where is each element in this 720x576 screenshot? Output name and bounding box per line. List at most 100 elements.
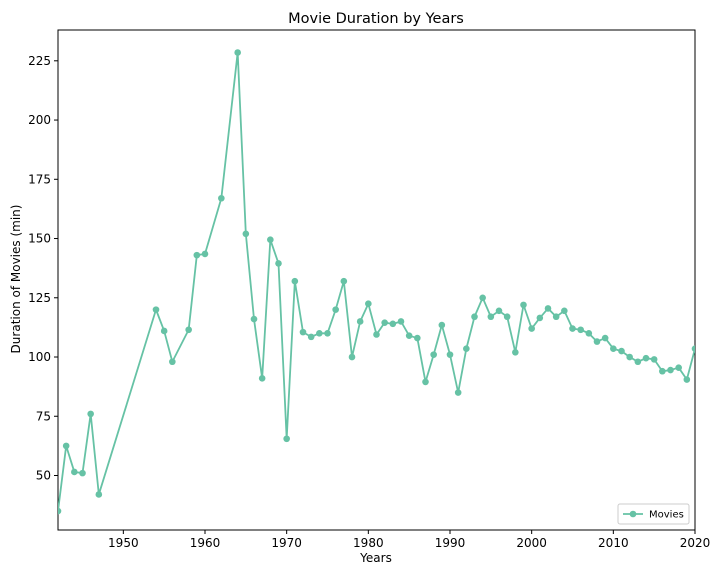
- data-point: [495, 307, 503, 315]
- data-point: [601, 334, 609, 342]
- data-point: [618, 347, 625, 355]
- series-line: [58, 51, 695, 512]
- data-point: [58, 507, 62, 515]
- data-point: [569, 325, 576, 332]
- data-point: [79, 469, 86, 477]
- data-point: [185, 326, 192, 334]
- data-point: [71, 468, 78, 476]
- data-point: [438, 321, 446, 329]
- data-point: [397, 318, 405, 325]
- data-point: [348, 353, 356, 361]
- data-point: [275, 260, 282, 267]
- data-point: [536, 314, 544, 322]
- data-point: [626, 353, 633, 361]
- data-point: [479, 294, 486, 302]
- data-point: [193, 251, 201, 259]
- data-point: [414, 334, 421, 342]
- y-tick-label: 225: [28, 54, 51, 68]
- data-point: [642, 354, 650, 362]
- data-point: [528, 325, 535, 332]
- y-tick-label: 100: [28, 350, 51, 364]
- data-point: [365, 300, 372, 307]
- y-axis: 50 75 100 125 150 175 200 225: [28, 54, 58, 482]
- data-point: [169, 358, 176, 366]
- data-point: [62, 442, 70, 450]
- x-tick-label: 1980: [353, 536, 384, 550]
- data-point: [544, 305, 552, 312]
- data-point: [593, 338, 601, 345]
- legend: Movies: [617, 503, 690, 525]
- data-point: [446, 351, 454, 358]
- data-point: [503, 313, 511, 321]
- x-axis: 1950 1960 1970 1980 1990 2000 2010 2020: [108, 530, 710, 550]
- x-tick-label: 1960: [190, 536, 221, 550]
- data-point: [307, 333, 315, 341]
- data-point: [667, 366, 674, 374]
- data-point: [373, 331, 380, 338]
- data-point: [381, 319, 388, 326]
- data-point: [512, 348, 519, 356]
- data-point: [291, 277, 299, 285]
- data-point: [201, 250, 209, 258]
- data-point: [299, 328, 307, 336]
- x-tick-label: 1990: [435, 536, 466, 550]
- y-axis-label: Duration of Movies (min): [9, 205, 23, 354]
- chart-title: Movie Duration by Years: [288, 11, 464, 27]
- data-point: [218, 194, 225, 202]
- data-point: [340, 277, 348, 285]
- data-point: [430, 351, 437, 358]
- data-point: [283, 435, 290, 443]
- data-point: [552, 313, 560, 321]
- data-point: [332, 306, 339, 313]
- y-tick-label: 200: [28, 113, 51, 127]
- plot-frame: [57, 29, 696, 531]
- data-point: [634, 358, 642, 366]
- y-tick-label: 150: [28, 232, 51, 246]
- x-tick-label: 1950: [108, 536, 139, 550]
- x-tick-label: 2020: [680, 536, 711, 550]
- data-point: [577, 326, 584, 334]
- data-point: [561, 307, 568, 315]
- y-tick-label: 50: [36, 468, 51, 482]
- data-point: [324, 330, 331, 337]
- data-point: [356, 318, 364, 325]
- data-point: [405, 332, 413, 339]
- data-point: [454, 389, 462, 396]
- data-point: [520, 301, 527, 309]
- data-point: [258, 375, 266, 382]
- data-point: [683, 376, 691, 383]
- data-point: [463, 345, 470, 353]
- data-point: [267, 236, 274, 244]
- x-tick-label: 2000: [516, 536, 547, 550]
- data-point: [422, 378, 429, 386]
- y-tick-label: 175: [28, 172, 51, 186]
- data-point: [585, 330, 593, 337]
- data-point: [250, 315, 258, 323]
- y-tick-label: 125: [28, 291, 51, 305]
- data-point: [87, 410, 94, 418]
- y-tick-label: 75: [36, 409, 51, 423]
- x-tick-label: 2010: [598, 536, 629, 550]
- data-point: [691, 345, 695, 353]
- legend-label: Movies: [649, 510, 684, 521]
- data-point: [95, 491, 103, 498]
- data-point: [487, 313, 495, 321]
- data-point: [234, 49, 241, 56]
- plot-area: [57, 29, 696, 531]
- data-point: [471, 313, 478, 321]
- data-point: [389, 320, 397, 328]
- x-axis-label: Years: [359, 551, 392, 565]
- data-point: [242, 230, 250, 238]
- data-point: [160, 327, 168, 335]
- series-layer: [58, 49, 695, 515]
- legend-box: [617, 503, 690, 525]
- data-point: [650, 356, 658, 363]
- legend-marker: [629, 510, 637, 518]
- data-point: [610, 345, 617, 353]
- data-point: [659, 367, 666, 375]
- x-tick-label: 1970: [271, 536, 302, 550]
- data-point: [316, 330, 323, 337]
- data-point: [675, 364, 682, 371]
- data-point: [152, 306, 160, 313]
